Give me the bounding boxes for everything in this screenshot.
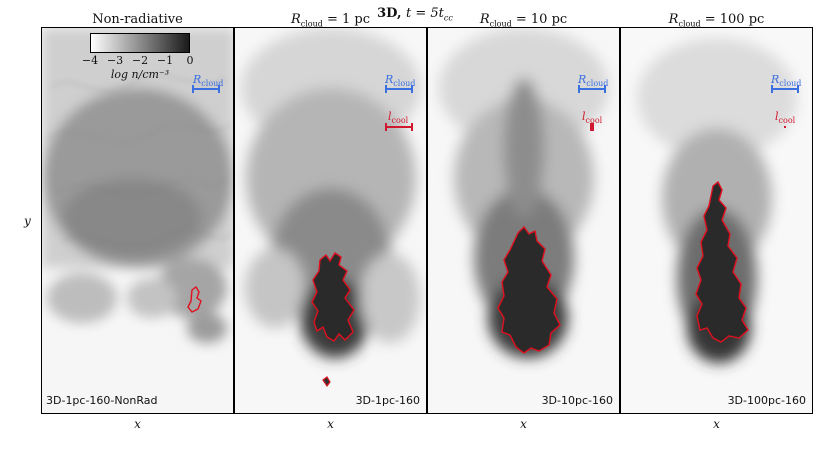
panel-title-100pc: Rcloud = 100 pc [668, 12, 765, 29]
r-cloud-label: Rcloud [385, 73, 416, 89]
l-cool-label: lcool [582, 110, 603, 126]
colorbar: −4 −3 −2 −1 0 log n/cm⁻³ [82, 33, 194, 81]
colorbar-tick: −1 [156, 54, 174, 67]
panel-title-1pc: Rcloud = 1 pc [290, 12, 371, 29]
y-axis-label: y [24, 214, 31, 228]
colorbar-tick: −4 [81, 54, 99, 67]
panel-rcloud-10pc: Rcloud lcool 3D-10pc-160 [427, 27, 620, 414]
density-map-1pc [235, 28, 426, 413]
r-cloud-label: Rcloud [771, 73, 802, 89]
x-axis-label: x [134, 417, 141, 431]
density-map-100pc [621, 28, 812, 413]
colorbar-ticks: −4 −3 −2 −1 0 [82, 53, 194, 67]
r-cloud-label: Rcloud [193, 73, 224, 89]
sim-label-1pc: 3D-1pc-160 [355, 394, 420, 407]
colorbar-tick: 0 [186, 54, 194, 67]
sim-label-10pc: 3D-10pc-160 [541, 394, 613, 407]
sim-label-nonrad: 3D-1pc-160-NonRad [46, 394, 158, 407]
density-map-10pc [428, 28, 619, 413]
x-axis-label: x [520, 417, 527, 431]
l-cool-label: lcool [388, 110, 409, 126]
panel-nonradiative: −4 −3 −2 −1 0 log n/cm⁻³ Rcloud 3D-1pc-1… [41, 27, 234, 414]
l-cool-label: lcool [775, 110, 796, 126]
panel-title-nonrad: Non-radiative [92, 12, 183, 27]
x-axis-label: x [327, 417, 334, 431]
panel-title-10pc: Rcloud = 10 pc [479, 12, 568, 29]
r-cloud-label: Rcloud [578, 73, 609, 89]
figure-title: 3D, t = 5tcc [377, 6, 453, 23]
colorbar-label: log n/cm⁻³ [110, 68, 170, 81]
colorbar-tick: −3 [106, 54, 124, 67]
x-axis-label: x [713, 417, 720, 431]
density-map-nonrad [42, 28, 233, 413]
colorbar-tick: −2 [131, 54, 149, 67]
panel-rcloud-100pc: Rcloud lcool 3D-100pc-160 [620, 27, 813, 414]
sim-label-100pc: 3D-100pc-160 [727, 394, 806, 407]
panel-rcloud-1pc: Rcloud lcool 3D-1pc-160 [234, 27, 427, 414]
colorbar-gradient [90, 33, 190, 53]
